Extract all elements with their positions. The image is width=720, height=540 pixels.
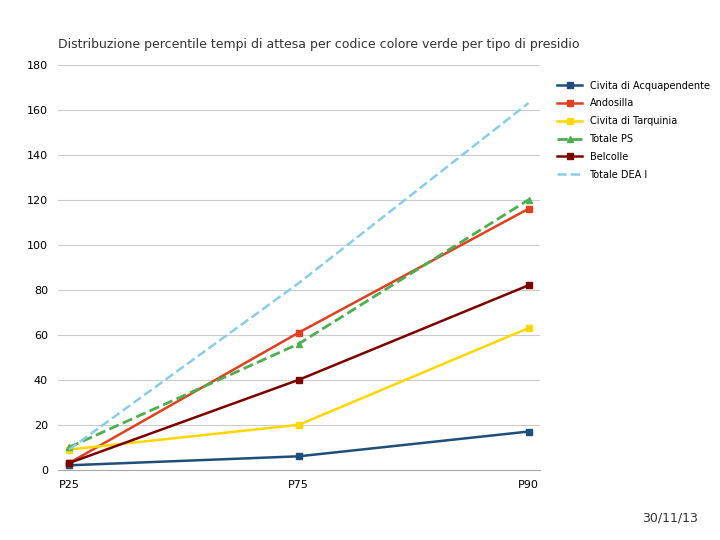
Line: Civita di Acquapendente: Civita di Acquapendente [66,429,531,468]
Line: Belcolle: Belcolle [66,282,531,466]
Civita di Tarquinia [294,422,303,428]
Legend: Civita di Acquapendente, Andosilla, Civita di Tarquinia, Totale PS, Belcolle, To: Civita di Acquapendente, Andosilla, Civi… [554,78,712,183]
Civita di Acquapendente [65,462,73,469]
Totale DEA I [524,100,533,106]
Text: 30/11/13: 30/11/13 [642,512,698,525]
Belcolle [65,460,73,466]
Belcolle [294,376,303,383]
Line: Totale PS: Totale PS [66,197,532,451]
Civita di Tarquinia [65,446,73,453]
Totale DEA I [65,446,73,453]
Andosilla [65,460,73,466]
Civita di Acquapendente [524,428,533,435]
Line: Civita di Tarquinia: Civita di Tarquinia [66,325,531,453]
Andosilla [294,329,303,336]
Totale PS [524,197,533,203]
Belcolle [524,282,533,288]
Andosilla [524,206,533,212]
Civita di Tarquinia [524,325,533,331]
Text: Distribuzione percentile tempi di attesa per codice colore verde per tipo di pre: Distribuzione percentile tempi di attesa… [58,38,579,51]
Totale DEA I [294,280,303,286]
Civita di Acquapendente [294,453,303,460]
Totale PS [65,444,73,450]
Totale PS [294,341,303,347]
Line: Totale DEA I: Totale DEA I [69,103,528,449]
Line: Andosilla: Andosilla [66,206,531,466]
